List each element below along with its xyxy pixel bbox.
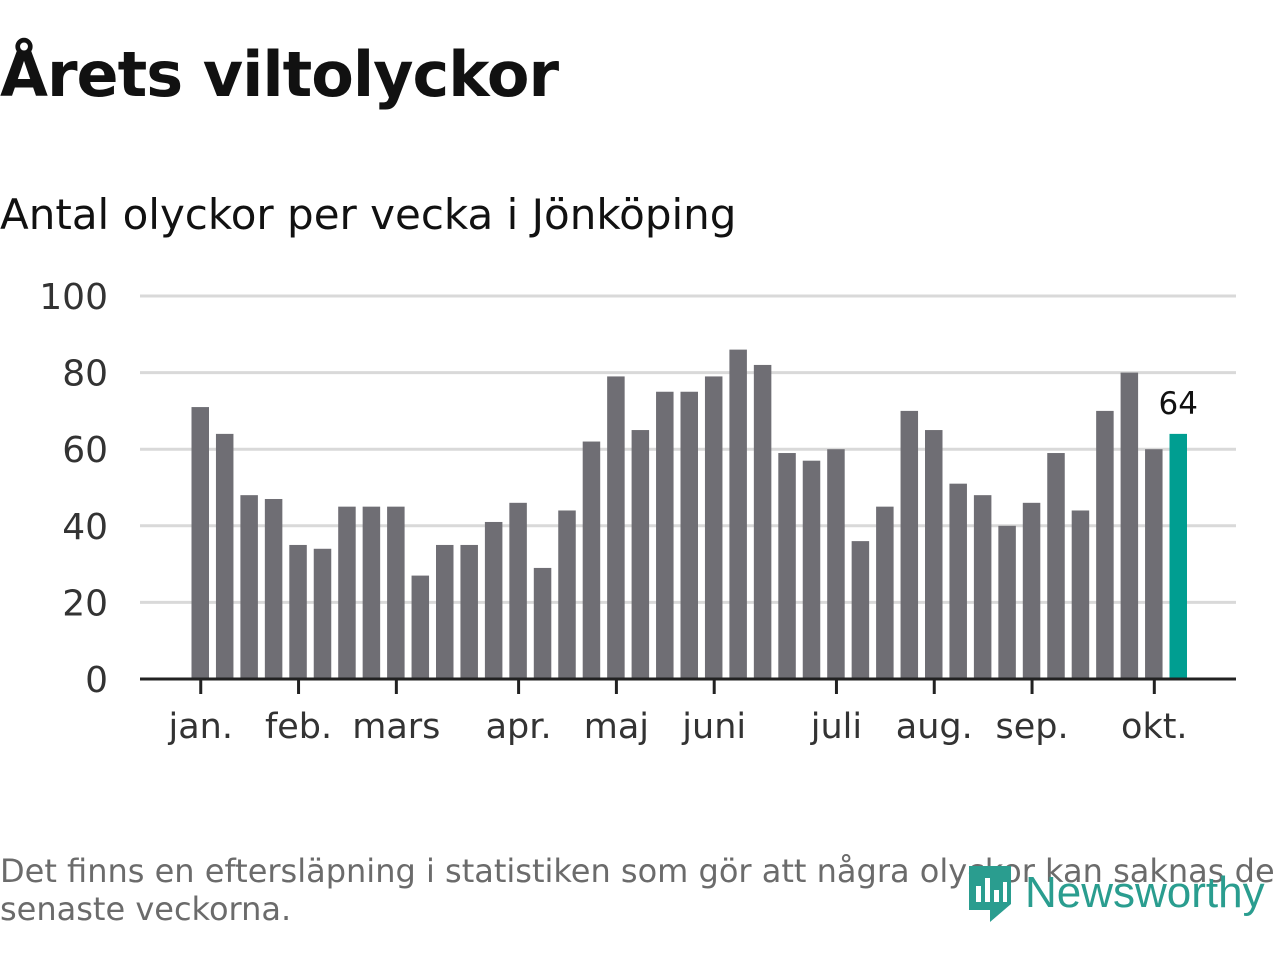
bar <box>1047 453 1065 679</box>
bar <box>925 430 943 679</box>
bar <box>802 460 821 679</box>
bar <box>362 506 381 679</box>
x-tick-label: feb. <box>265 707 332 747</box>
bar <box>1071 510 1090 679</box>
x-tick-label: sep. <box>995 707 1068 747</box>
x-tick-label: aug. <box>896 707 973 747</box>
x-tick-label: apr. <box>486 707 552 747</box>
bar <box>998 525 1016 679</box>
bar <box>656 391 674 679</box>
y-tick-label: 20 <box>62 583 108 624</box>
bar <box>729 349 747 679</box>
bar <box>460 544 478 679</box>
bars <box>191 349 1187 679</box>
x-tick-label: okt. <box>1121 707 1188 747</box>
x-axis-month-labels: jan. feb. mars apr. maj juni juli aug. sep. okt. <box>168 707 1188 747</box>
bar <box>509 502 527 679</box>
bar <box>411 575 430 679</box>
y-tick-label: 0 <box>85 660 108 701</box>
bar <box>289 544 307 679</box>
bar <box>191 407 209 679</box>
bar <box>1145 449 1163 679</box>
x-tick-label: juni <box>681 707 746 747</box>
x-tick-label: jan. <box>168 707 233 747</box>
footnote-line-2: senaste veckorna. <box>0 890 292 928</box>
newsworthy-logo: Newsworthy <box>965 860 1265 926</box>
footnote-line-1: Det finns en eftersläpning i statistiken… <box>0 852 1275 890</box>
bar <box>704 376 723 679</box>
bar <box>582 441 601 679</box>
chart-subtitle: Antal olyckor per vecka i Jönköping <box>0 190 737 239</box>
bar <box>973 495 992 679</box>
bar <box>680 391 698 679</box>
bar <box>240 495 258 679</box>
bar <box>533 567 552 679</box>
x-tick-label: juli <box>810 707 862 747</box>
chart-title: Årets viltolyckor <box>0 38 559 111</box>
bar <box>753 364 772 679</box>
bar <box>313 548 332 679</box>
bar <box>1096 410 1114 679</box>
bar <box>827 449 845 679</box>
bar <box>607 376 625 679</box>
data-labels: 64 <box>1159 386 1198 422</box>
y-tick-label: 40 <box>62 507 108 548</box>
y-axis-tick-labels: 0 20 40 60 80 100 <box>39 277 108 701</box>
bar <box>876 506 894 679</box>
bar <box>1120 372 1139 679</box>
bar <box>387 506 405 679</box>
bar <box>900 410 919 679</box>
bar <box>851 541 870 679</box>
bar <box>484 521 503 679</box>
x-tick-label: mars <box>352 707 440 747</box>
newsworthy-logo-text: Newsworthy <box>1025 868 1265 917</box>
footnote: Det finns en eftersläpning i statistiken… <box>0 852 1275 928</box>
bar <box>778 453 796 679</box>
y-tick-label: 80 <box>62 354 108 395</box>
bar <box>949 483 967 679</box>
y-tick-label: 60 <box>62 430 108 471</box>
x-axis <box>140 677 1236 694</box>
bar <box>436 544 454 679</box>
highlight-value-label: 64 <box>1159 386 1198 422</box>
bar <box>338 506 356 679</box>
bar <box>215 433 234 679</box>
bar-highlight <box>1169 433 1187 679</box>
newsworthy-logo-icon <box>969 866 1011 922</box>
bar <box>264 498 283 679</box>
bar <box>1022 502 1041 679</box>
bar <box>631 430 650 679</box>
y-tick-label: 100 <box>39 277 108 318</box>
bar <box>558 510 576 679</box>
x-tick-label: maj <box>584 707 649 747</box>
